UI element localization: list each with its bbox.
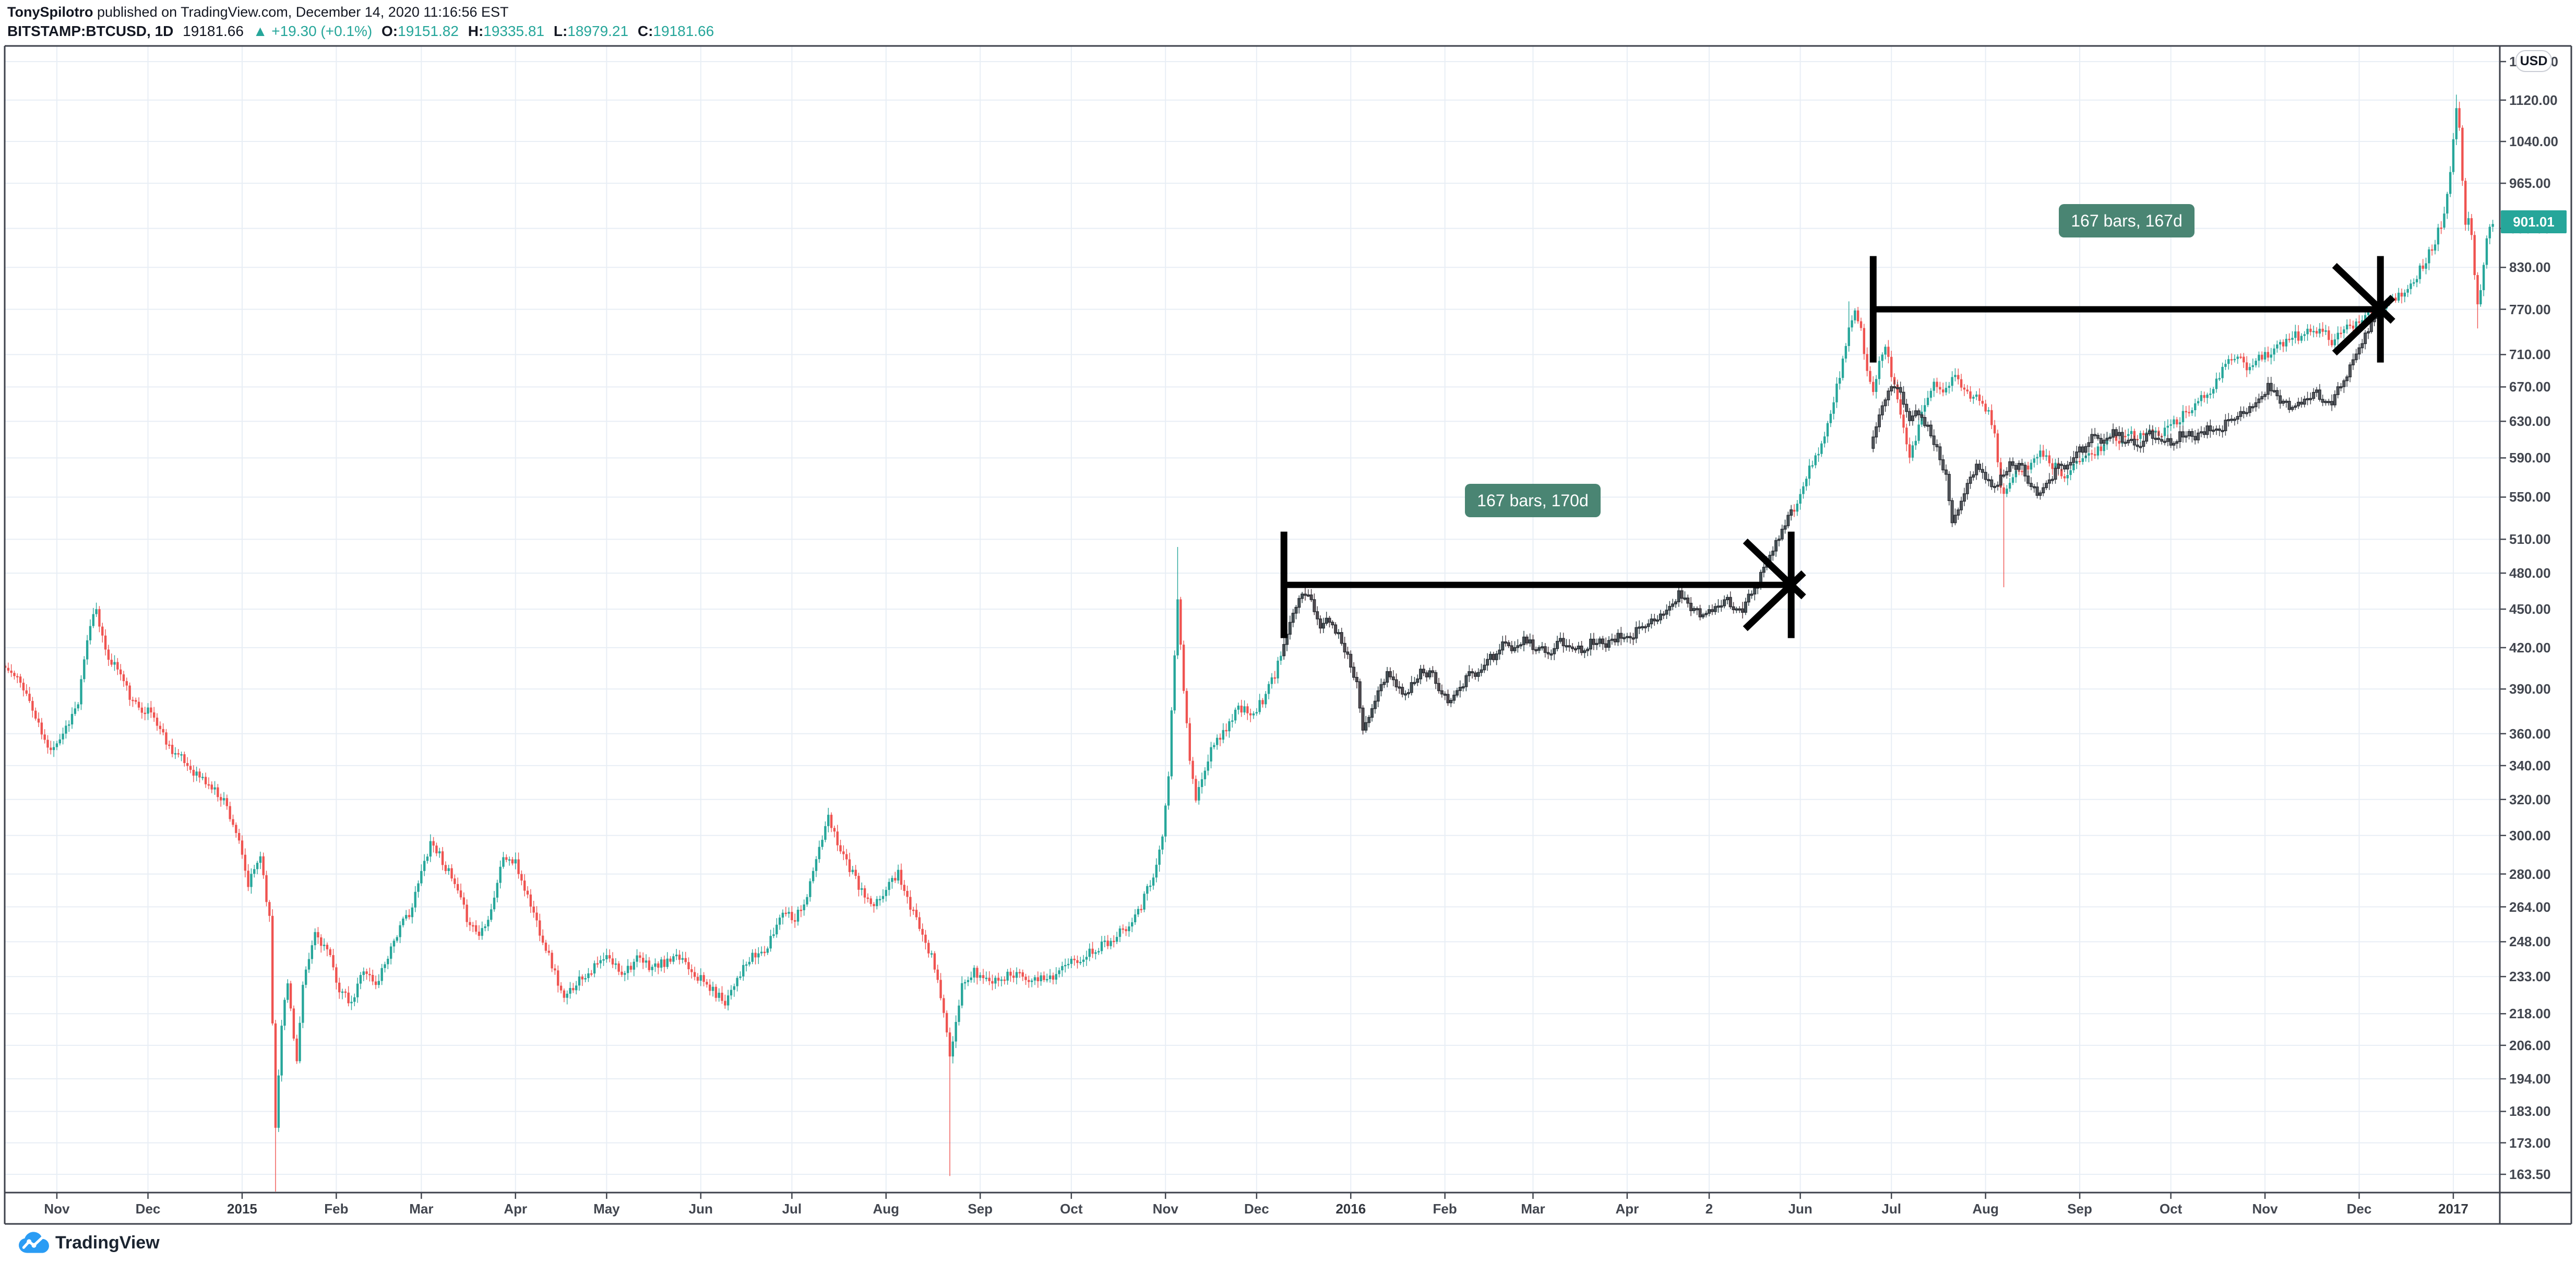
- currency-unit-button[interactable]: USD: [2515, 50, 2552, 72]
- price-axis-label: 194.00: [2509, 1071, 2551, 1087]
- measure-label-text: 167 bars, 170d: [1477, 491, 1589, 510]
- time-axis-label: Dec: [1244, 1201, 1269, 1217]
- high-label: H:: [468, 23, 484, 39]
- price-axis-label: 280.00: [2509, 866, 2551, 882]
- price-axis-label: 965.00: [2509, 175, 2551, 192]
- time-axis-label: Dec: [135, 1201, 161, 1217]
- time-axis-label: Apr: [504, 1201, 528, 1217]
- close-label: C:: [637, 23, 653, 39]
- open-value: 19151.82: [398, 23, 459, 39]
- time-axis-label: Oct: [2159, 1201, 2183, 1217]
- price-axis-label: 550.00: [2509, 489, 2551, 505]
- last-price-badge: 901.01: [2501, 210, 2567, 233]
- price-axis-label: 630.00: [2509, 413, 2551, 430]
- time-axis-label: Jun: [1788, 1201, 1812, 1217]
- time-axis-label: Nov: [2252, 1201, 2278, 1217]
- low-label: L:: [553, 23, 568, 39]
- open-label: O:: [381, 23, 398, 39]
- time-axis-label: 2: [1705, 1201, 1713, 1217]
- price-axis-label: 420.00: [2509, 639, 2551, 656]
- time-axis-label: Oct: [1060, 1201, 1083, 1217]
- tradingview-logo[interactable]: TradingView: [18, 1231, 160, 1255]
- measure-label-pill[interactable]: [1465, 484, 1601, 517]
- time-axis-label: 2017: [2438, 1201, 2468, 1217]
- time-axis-label: Nov: [1152, 1201, 1178, 1217]
- time-axis-label: Feb: [324, 1201, 349, 1217]
- symbol-legend: BITSTAMP:BTCUSD, 1D 19181.66 ▲ +19.30 (+…: [7, 23, 714, 40]
- price-axis-label: 300.00: [2509, 827, 2551, 843]
- time-axis-label: Jun: [688, 1201, 713, 1217]
- price-axis-label: 1040.00: [2509, 134, 2558, 150]
- last-price: 19181.66: [183, 23, 244, 39]
- price-axis-label: 163.50: [2509, 1166, 2551, 1182]
- price-axis-label: 770.00: [2509, 301, 2551, 317]
- low-value: 18979.21: [567, 23, 629, 39]
- price-axis-label: 670.00: [2509, 379, 2551, 395]
- publish-details: published on TradingView.com, December 1…: [93, 4, 509, 20]
- price-axis-label: 218.00: [2509, 1006, 2551, 1022]
- tradingview-logo-text: TradingView: [55, 1232, 160, 1253]
- price-axis-label: 320.00: [2509, 791, 2551, 807]
- close-value: 19181.66: [653, 23, 714, 39]
- price-axis-label: 450.00: [2509, 601, 2551, 617]
- time-axis-label: Sep: [2067, 1201, 2092, 1217]
- time-axis-label: Apr: [1615, 1201, 1639, 1217]
- price-axis-label: 248.00: [2509, 934, 2551, 950]
- time-axis-label: Mar: [1521, 1201, 1545, 1217]
- publish-info: TonySpilotro published on TradingView.co…: [7, 4, 508, 20]
- price-axis-label: 360.00: [2509, 725, 2551, 742]
- price-axis-label: 206.00: [2509, 1037, 2551, 1053]
- time-axis-label: May: [593, 1201, 620, 1217]
- time-axis-label: Feb: [1433, 1201, 1457, 1217]
- price-change: ▲ +19.30 (+0.1%): [253, 23, 373, 39]
- time-axis-label: Jul: [782, 1201, 802, 1217]
- time-axis-label: 2015: [227, 1201, 257, 1217]
- time-axis-label: Nov: [44, 1201, 70, 1217]
- time-axis-label: Jul: [1881, 1201, 1901, 1217]
- price-axis-label: 590.00: [2509, 450, 2551, 466]
- measure-label-text: 167 bars, 167d: [2071, 211, 2183, 230]
- price-axis-label: 340.00: [2509, 757, 2551, 773]
- time-axis-label: Mar: [409, 1201, 434, 1217]
- price-axis-label: 233.00: [2509, 969, 2551, 985]
- time-axis-label: Aug: [1972, 1201, 1999, 1217]
- tradingview-cloud-icon: [19, 1232, 49, 1253]
- time-axis-label: Aug: [873, 1201, 900, 1217]
- price-axis-label: 264.00: [2509, 899, 2551, 915]
- price-axis-label: 830.00: [2509, 259, 2551, 276]
- price-axis-label: 390.00: [2509, 681, 2551, 697]
- price-axis-label: 510.00: [2509, 531, 2551, 547]
- measure-label-pill[interactable]: [2059, 204, 2195, 237]
- price-axis-label: 1120.00: [2509, 92, 2558, 108]
- author-name: TonySpilotro: [7, 4, 93, 20]
- time-axis-label: Sep: [968, 1201, 993, 1217]
- price-axis-label: 480.00: [2509, 565, 2551, 581]
- price-axis-label: 710.00: [2509, 347, 2551, 363]
- price-axis-label: 183.00: [2509, 1103, 2551, 1120]
- time-axis-label: 2016: [1335, 1201, 1366, 1217]
- symbol-name[interactable]: BITSTAMP:BTCUSD, 1D: [7, 23, 174, 39]
- price-axis-label: 173.00: [2509, 1135, 2551, 1151]
- high-value: 19335.81: [483, 23, 545, 39]
- time-axis-label: Dec: [2346, 1201, 2372, 1217]
